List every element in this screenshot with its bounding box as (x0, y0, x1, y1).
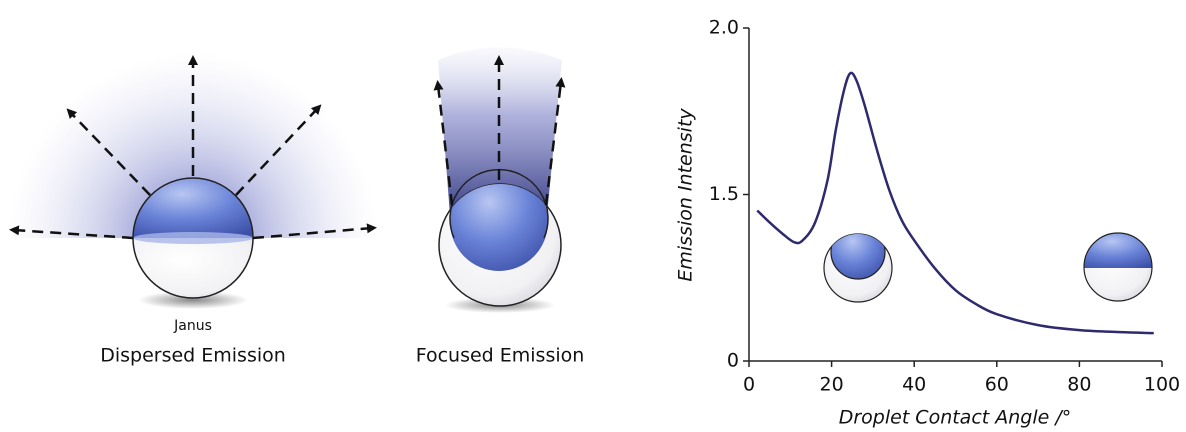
label: Dispersed Emission (100, 345, 286, 367)
emission-arrows (433, 55, 566, 206)
label: Focused Emission (416, 345, 585, 367)
sublabel: Janus (173, 318, 212, 334)
emission-arrows (9, 55, 377, 240)
chart: Droplet Contact Angle /° Emission Intens… (675, 17, 1181, 429)
shadow (138, 291, 248, 309)
x-tick-label: 0 (743, 374, 755, 396)
focused-diagram: Focused Emission (416, 47, 585, 367)
y-tick-label: 0 (727, 350, 739, 372)
data-line (756, 71, 1154, 335)
y-tick-label: 1.5 (709, 183, 739, 205)
x-tick-label: 100 (1144, 374, 1180, 396)
x-tick-label: 80 (1067, 374, 1091, 396)
x-tick-label: 20 (820, 374, 844, 396)
emission-glow (8, 53, 378, 238)
x-tick-label: 40 (902, 374, 926, 396)
x-tick-label: 60 (985, 374, 1009, 396)
x-axis-label: Droplet Contact Angle /° (839, 407, 1072, 429)
dispersed-diagram: Janus Dispersed Emission (8, 53, 378, 367)
y-tick-label: 2.0 (709, 17, 739, 39)
y-axis-label: Emission Intensity (675, 108, 697, 282)
inset-particles (823, 232, 1153, 303)
emission-cone (438, 47, 562, 215)
